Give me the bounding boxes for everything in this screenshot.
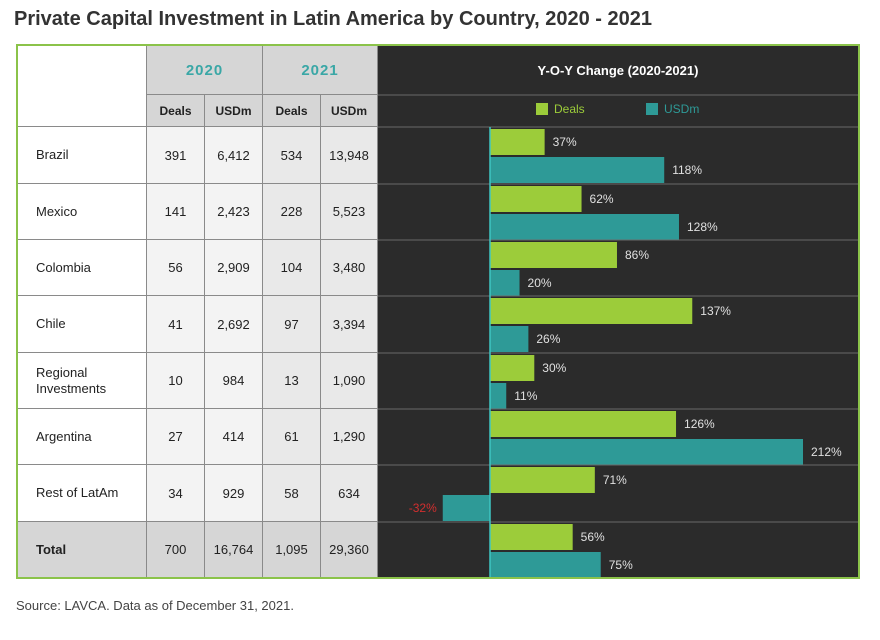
table-row-label: Total xyxy=(18,522,147,577)
source-note: Source: LAVCA. Data as of December 31, 2… xyxy=(16,598,294,613)
bar-deals-mexico xyxy=(490,186,582,212)
bar-deals-rest-of-latam xyxy=(490,467,595,493)
legend-label-deals: Deals xyxy=(554,102,585,116)
data-label: 30% xyxy=(542,361,566,375)
table-cell: 2,423 xyxy=(205,184,263,240)
data-label: 11% xyxy=(514,389,537,403)
table-cell: 13 xyxy=(263,353,321,409)
chart-title-text: Y-O-Y Change (2020-2021) xyxy=(538,63,699,78)
bar-deals-colombia xyxy=(490,242,617,268)
data-label: 56% xyxy=(581,530,605,544)
data-label: 126% xyxy=(684,417,715,431)
bar-usdm-rest-of-latam xyxy=(442,495,490,521)
table-cell: 10 xyxy=(147,353,205,409)
table-cell: 5,523 xyxy=(321,184,378,240)
table-cell: 61 xyxy=(263,409,321,465)
legend-swatch-usdm xyxy=(646,103,658,115)
bar-deals-regional-investments xyxy=(490,355,535,381)
table-cell: 34 xyxy=(147,465,205,522)
data-label: 137% xyxy=(700,304,731,318)
deals-2021-header: Deals xyxy=(263,95,321,127)
year-header-2021: 2021 xyxy=(263,46,378,95)
bar-deals-total xyxy=(490,524,573,550)
bar-usdm-regional-investments xyxy=(490,383,507,409)
table-row-label: Mexico xyxy=(18,184,147,240)
table-cell: 984 xyxy=(205,353,263,409)
data-label: 212% xyxy=(811,445,842,459)
table-cell: 29,360 xyxy=(321,522,378,577)
usdm-2021-header: USDm xyxy=(321,95,378,127)
data-label: 20% xyxy=(528,276,552,290)
table-cell: 3,480 xyxy=(321,240,378,296)
data-label: -32% xyxy=(409,501,437,515)
table-cell: 1,095 xyxy=(263,522,321,577)
table-cell: 41 xyxy=(147,296,205,353)
table-row-label: Argentina xyxy=(18,409,147,465)
table-cell: 929 xyxy=(205,465,263,522)
table-cell: 414 xyxy=(205,409,263,465)
data-label: 75% xyxy=(609,558,633,572)
yoy-chart-panel: Y-O-Y Change (2020-2021) Deals USDm 37% 118%… xyxy=(378,46,858,578)
legend-swatch-deals xyxy=(536,103,548,115)
data-label: 37% xyxy=(553,135,577,149)
table-cell: 6,412 xyxy=(205,127,263,184)
data-label: 71% xyxy=(603,473,627,487)
table-row-label: Regional Investments xyxy=(18,353,147,409)
table-cell: 56 xyxy=(147,240,205,296)
bar-deals-argentina xyxy=(490,411,677,437)
bar-usdm-brazil xyxy=(490,157,665,183)
data-label: 118% xyxy=(672,163,702,177)
table-row-label: Brazil xyxy=(18,127,147,184)
table-cell: 1,290 xyxy=(321,409,378,465)
bar-usdm-mexico xyxy=(490,214,679,240)
data-label: 86% xyxy=(625,248,649,262)
table-cell: 58 xyxy=(263,465,321,522)
table-cell: 1,090 xyxy=(321,353,378,409)
year-header-2020: 2020 xyxy=(147,46,263,95)
table-cell: 97 xyxy=(263,296,321,353)
deals-2020-header: Deals xyxy=(147,95,205,127)
bar-usdm-chile xyxy=(490,326,529,352)
table-cell: 13,948 xyxy=(321,127,378,184)
table-cell: 104 xyxy=(263,240,321,296)
bar-usdm-colombia xyxy=(490,270,520,296)
table-cell: 534 xyxy=(263,127,321,184)
chart-header-band xyxy=(378,46,858,95)
data-label: 26% xyxy=(536,332,560,346)
table-cell: 141 xyxy=(147,184,205,240)
table-cell: 2,692 xyxy=(205,296,263,353)
bar-usdm-total xyxy=(490,552,601,578)
table-cell: 391 xyxy=(147,127,205,184)
table-row-label: Chile xyxy=(18,296,147,353)
table-cell: 634 xyxy=(321,465,378,522)
bar-deals-chile xyxy=(490,298,693,324)
table-cell: 228 xyxy=(263,184,321,240)
data-label: 128% xyxy=(687,220,718,234)
header-corner xyxy=(18,46,147,127)
bar-deals-brazil xyxy=(490,129,545,155)
table-row-label: Rest of LatAm xyxy=(18,465,147,522)
table-cell: 2,909 xyxy=(205,240,263,296)
table-cell: 3,394 xyxy=(321,296,378,353)
table-cell: 700 xyxy=(147,522,205,577)
data-label: 62% xyxy=(590,192,614,206)
table-cell: 27 xyxy=(147,409,205,465)
yoy-chart: Y-O-Y Change (2020-2021) Deals USDm 37% 118%… xyxy=(378,46,858,578)
usdm-2020-header: USDm xyxy=(205,95,263,127)
bar-usdm-argentina xyxy=(490,439,803,465)
legend-label-usdm: USDm xyxy=(664,102,699,116)
table-cell: 16,764 xyxy=(205,522,263,577)
chart-title: Private Capital Investment in Latin Amer… xyxy=(14,8,652,30)
table-row-label: Colombia xyxy=(18,240,147,296)
